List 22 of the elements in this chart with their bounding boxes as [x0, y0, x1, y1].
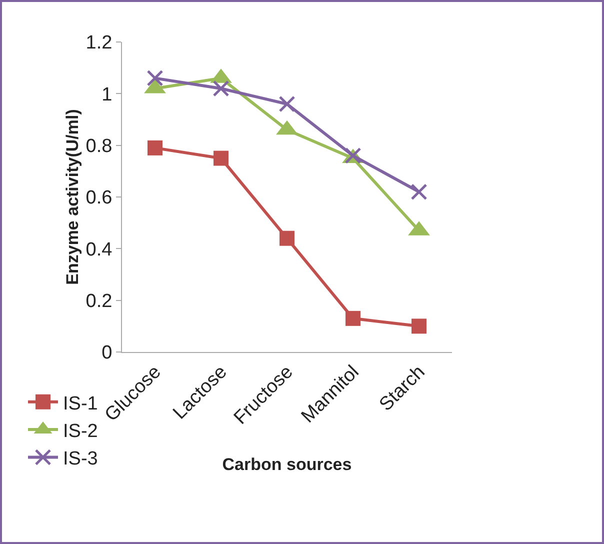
point	[212, 80, 230, 97]
point	[412, 318, 426, 334]
point	[148, 140, 162, 156]
point	[346, 310, 360, 326]
x-axis-title: Carbon sources	[222, 455, 352, 474]
y-tick-label: 1.2	[86, 32, 112, 54]
y-axis-title: Enzyme activity(U/ml)	[63, 109, 82, 285]
y-tick-label: 0	[102, 342, 112, 364]
point	[146, 70, 164, 86]
legend-label: IS-1	[63, 393, 98, 414]
y-tick-label: 0.8	[86, 136, 112, 157]
y-tick-label: 1	[102, 84, 112, 106]
legend-label: IS-3	[63, 448, 98, 470]
point	[280, 230, 294, 246]
y-tick-label: 0.4	[86, 239, 113, 260]
y-tick-label: 0.6	[86, 188, 112, 209]
point	[278, 96, 296, 112]
point	[410, 184, 428, 200]
legend-label: IS-2	[63, 420, 98, 442]
point	[214, 150, 228, 166]
y-tick-label: 0.2	[86, 290, 112, 312]
point	[344, 147, 362, 164]
